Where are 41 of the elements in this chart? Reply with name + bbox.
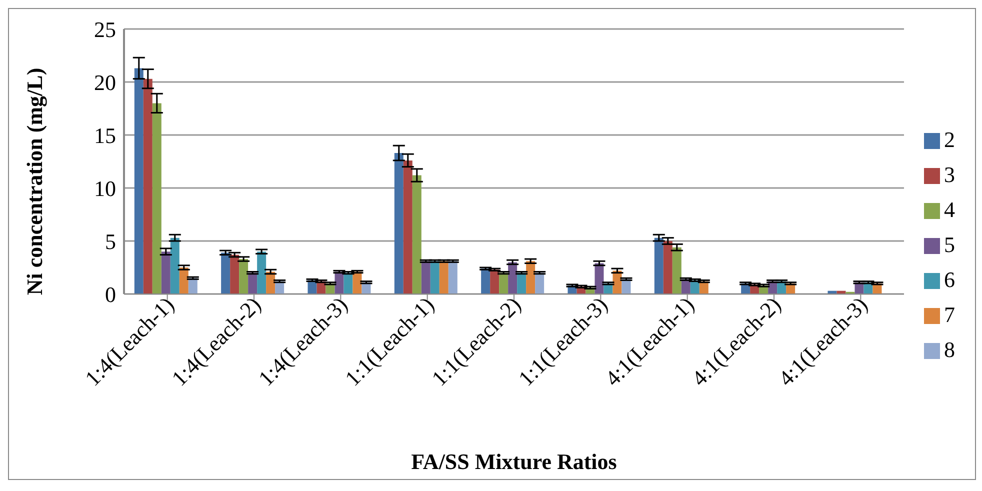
- bar: [508, 262, 518, 294]
- y-tick-label: 5: [105, 228, 116, 254]
- y-tick-label: 10: [94, 176, 116, 201]
- legend-label: 8: [944, 336, 955, 362]
- y-tick-label: 25: [94, 16, 116, 42]
- legend-label: 6: [944, 266, 955, 292]
- bar: [517, 272, 526, 294]
- x-axis-title: FA/SS Mixture Ratios: [411, 449, 618, 474]
- legend-label: 5: [944, 232, 955, 256]
- bar: [430, 261, 440, 294]
- bar: [439, 261, 448, 294]
- bar: [403, 160, 412, 294]
- bar: [672, 247, 682, 294]
- legend-label: 4: [944, 196, 955, 222]
- bar: [152, 103, 162, 294]
- bar: [490, 270, 500, 294]
- bar: [654, 238, 664, 294]
- bar: [179, 268, 188, 294]
- bar: [448, 261, 458, 294]
- legend-label: 2: [944, 126, 955, 152]
- bar: [239, 259, 248, 294]
- bar: [394, 153, 404, 294]
- bar: [535, 272, 544, 294]
- y-tick-label: 15: [94, 122, 116, 148]
- bar: [134, 68, 144, 294]
- bar: [170, 238, 180, 294]
- bar: [663, 241, 672, 294]
- bar: [257, 252, 266, 294]
- bar: [248, 272, 258, 294]
- bar: [421, 261, 430, 294]
- bar: [230, 254, 240, 294]
- bar: [412, 175, 422, 294]
- y-axis-title: Ni concentration (mg/L): [22, 68, 47, 296]
- bar: [143, 78, 152, 294]
- y-tick-label: 20: [94, 70, 116, 95]
- bar: [481, 268, 490, 294]
- legend-label: 3: [944, 162, 955, 186]
- bar: [161, 252, 170, 294]
- bar: [526, 261, 536, 294]
- legend-label: 7: [944, 302, 955, 326]
- bar: [221, 252, 230, 294]
